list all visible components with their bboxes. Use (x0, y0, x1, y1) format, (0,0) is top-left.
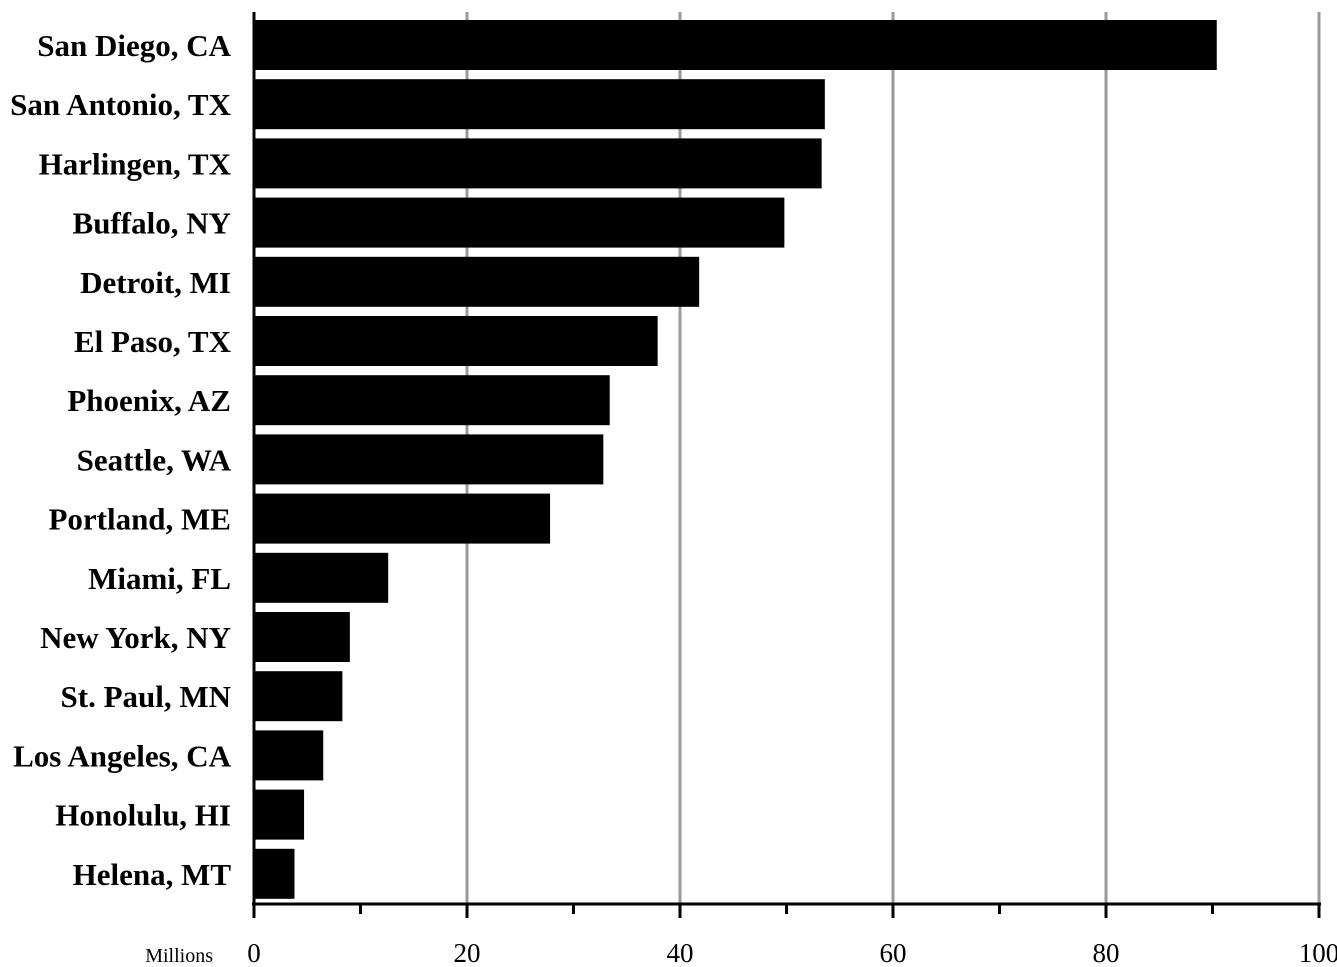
bar-st-paul-mn (254, 671, 343, 722)
x-axis: 0 20 40 60 80 100 (247, 12, 1337, 967)
category-label: St. Paul, MN (61, 679, 232, 714)
category-label: Harlingen, TX (39, 146, 232, 181)
x-tick-label: 40 (667, 938, 694, 967)
x-tick-label: 100 (1299, 938, 1337, 967)
category-label: Buffalo, NY (73, 206, 231, 241)
x-tick-label: 60 (880, 938, 907, 967)
bar-phoenix-az (254, 375, 610, 426)
x-tick-label: 80 (1093, 938, 1120, 967)
x-tick-label: 0 (247, 938, 261, 967)
bar-san-diego-ca (254, 20, 1217, 70)
category-label: Helena, MT (73, 857, 232, 892)
category-label: Honolulu, HI (55, 798, 231, 833)
bar-detroit-mi (254, 256, 700, 307)
bars (254, 20, 1217, 899)
bar-seattle-wa (254, 434, 604, 485)
category-labels: San Diego, CA San Antonio, TX Harlingen, T… (10, 28, 231, 892)
bar-buffalo-ny (254, 197, 785, 248)
category-label: San Antonio, TX (10, 87, 231, 122)
x-axis-unit-label: Millions (145, 945, 213, 967)
bar-miami-fl (254, 552, 389, 603)
x-tick-label: 20 (454, 938, 481, 967)
category-label: Seattle, WA (77, 442, 232, 477)
bar-harlingen-tx (254, 138, 822, 189)
category-label: Miami, FL (88, 561, 231, 596)
bar-portland-me (254, 493, 551, 544)
category-label: San Diego, CA (37, 28, 231, 63)
category-label: Portland, ME (48, 502, 231, 537)
bar-honolulu-hi (254, 789, 305, 840)
bar-helena-mt (254, 848, 295, 899)
category-label: Detroit, MI (80, 265, 231, 300)
category-label: Los Angeles, CA (13, 738, 231, 773)
bar-los-angeles-ca (254, 730, 324, 781)
category-label: El Paso, TX (74, 324, 232, 359)
bar-el-paso-tx (254, 316, 658, 366)
category-label: Phoenix, AZ (67, 383, 231, 418)
bar-new-york-ny (254, 612, 350, 662)
bar-san-antonio-tx (254, 79, 825, 130)
category-label: New York, NY (40, 620, 231, 655)
